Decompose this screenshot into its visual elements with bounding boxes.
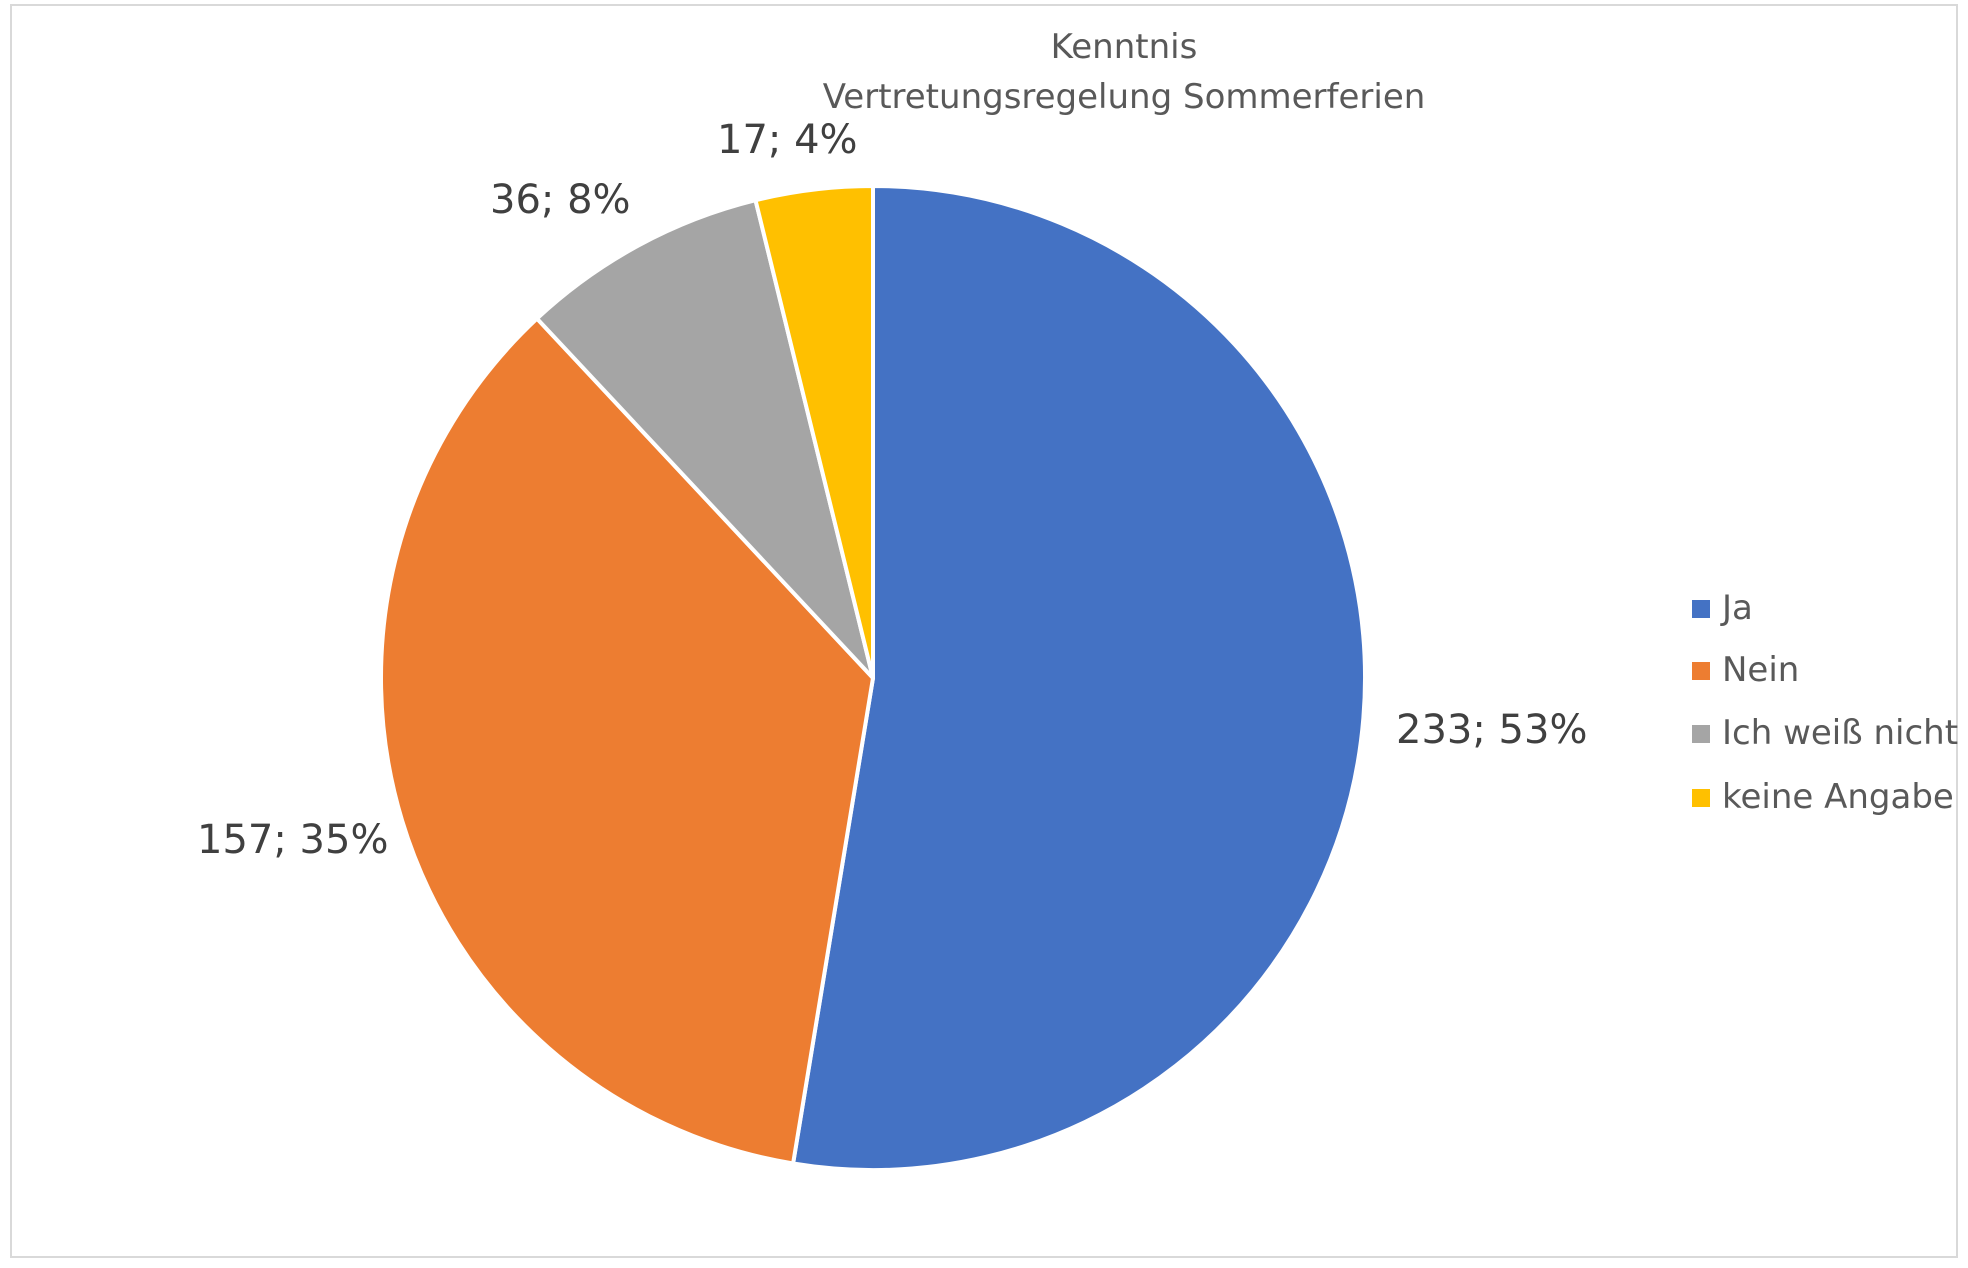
- pie-slices: [379, 184, 1367, 1172]
- chart-title-line-1: Kenntnis: [1051, 27, 1198, 67]
- data-label-keine-angabe: 17; 4%: [717, 117, 858, 163]
- pie-slice-keine-angabe: [753, 184, 875, 680]
- legend-swatch-nein: [1692, 662, 1710, 680]
- legend-swatch-ja: [1692, 600, 1710, 618]
- chart-title-line-2: Vertretungsregelung Sommerferien: [823, 77, 1426, 117]
- data-label-nein: 157; 35%: [197, 817, 388, 863]
- legend: Ja Nein Ich weiß nicht keine Angabe: [1692, 588, 1958, 817]
- pie-chart: Kenntnis Vertretungsregelung Sommerferie…: [197, 27, 1958, 1172]
- legend-label-ja: Ja: [1720, 588, 1753, 628]
- legend-swatch-ich-weiss-nicht: [1692, 725, 1710, 743]
- data-label-ja: 233; 53%: [1396, 707, 1587, 753]
- data-label-ich-weiss-nicht: 36; 8%: [490, 177, 631, 223]
- pie-slice-ja: [791, 184, 1367, 1172]
- pie-slice-nein: [379, 316, 875, 1166]
- legend-label-nein: Nein: [1722, 650, 1799, 690]
- legend-label-keine-angabe: keine Angabe: [1722, 777, 1954, 817]
- legend-label-ich-weiss-nicht: Ich weiß nicht: [1722, 713, 1958, 753]
- legend-swatch-keine-angabe: [1692, 789, 1710, 807]
- chart-frame: Kenntnis Vertretungsregelung Sommerferie…: [10, 4, 1958, 1258]
- pie-slice-ich-weiss-nicht: [535, 198, 875, 680]
